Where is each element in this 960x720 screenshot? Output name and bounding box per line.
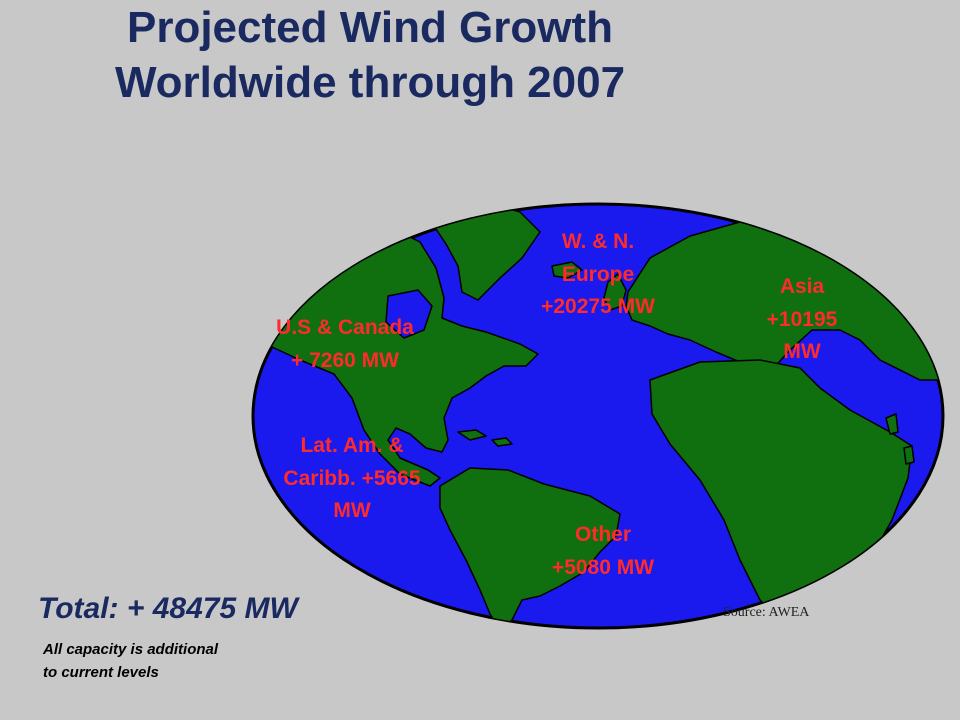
label-asia: Asia +10195 MW <box>766 275 838 364</box>
title-line-2: Worldwide through 2007 <box>114 58 626 107</box>
capacity-note: All capacity is additional to current le… <box>43 641 219 681</box>
page-title: Projected Wind Growth Worldwide through … <box>20 0 720 110</box>
source-credit: Source: AWEA <box>723 605 810 620</box>
label-us-canada: U.S & Canada + 7260 MW <box>276 316 414 372</box>
madagascar <box>885 413 915 465</box>
total-capacity: Total: + 48475 MW <box>38 592 298 625</box>
hudson-bay <box>385 289 433 339</box>
label-other: Other +5080 MW <box>551 523 655 579</box>
label-latam: Lat. Am. & Caribb. +5665 MW <box>283 434 421 523</box>
great-britain <box>603 273 627 311</box>
title-line-1: Projected Wind Growth <box>126 3 614 52</box>
label-europe: W. & N. Europe +20275 MW <box>541 230 655 319</box>
south-america-landmass <box>439 467 621 628</box>
north-america-landmass <box>253 231 539 487</box>
iceland <box>551 261 583 279</box>
caribbean-islands <box>457 429 513 447</box>
